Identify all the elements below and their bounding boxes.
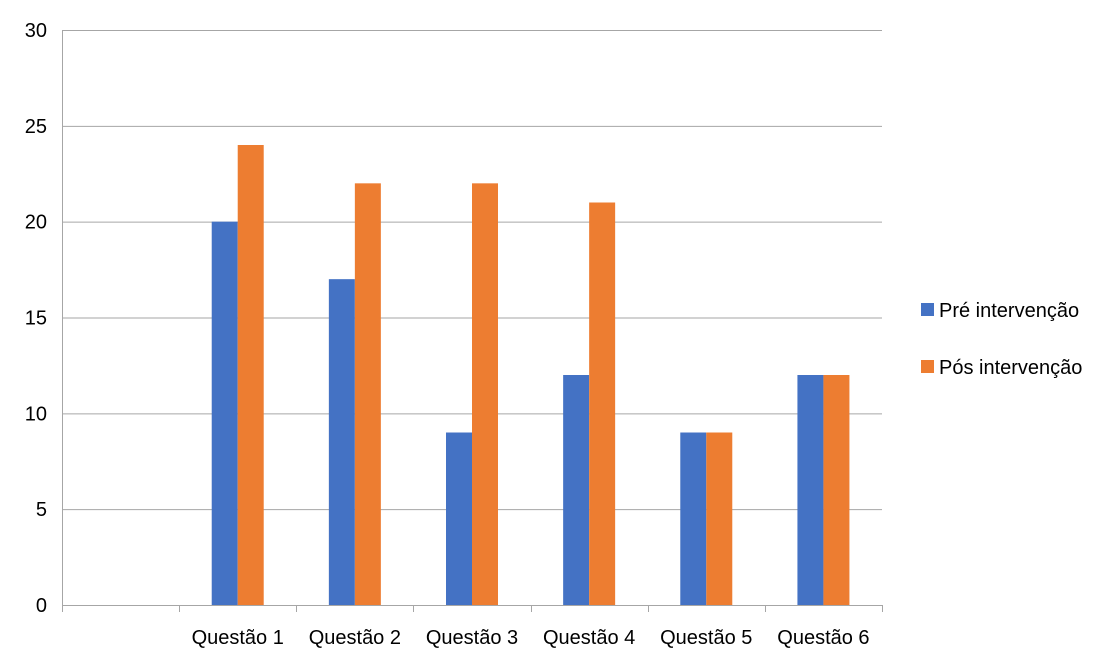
y-tick-label: 25 xyxy=(25,116,47,138)
bar-pre-3 xyxy=(446,432,472,605)
bar-pre-5 xyxy=(680,432,707,605)
x-tick-labels: Questão 1 Questão 2 Questão 3 Questão 4 Ques… xyxy=(192,627,870,649)
y-tick-labels: 0 5 10 15 20 25 30 xyxy=(25,20,47,617)
legend-label-pre: Pré intervenção xyxy=(939,300,1079,322)
legend-swatch-pos xyxy=(921,360,934,373)
bar-pos-1 xyxy=(237,145,264,605)
x-tick-label: Questão 4 xyxy=(543,627,635,648)
y-tick-label: 10 xyxy=(25,403,47,425)
x-tick-label: Questão 2 xyxy=(309,627,401,648)
x-tick-label: Questão 1 xyxy=(192,627,284,648)
bar-pre-1 xyxy=(211,221,238,605)
x-tick-label: Questão 3 xyxy=(426,627,518,648)
bar-pos-4 xyxy=(589,202,616,605)
y-tick-label: 0 xyxy=(36,595,47,617)
y-tick-label: 5 xyxy=(36,499,47,521)
legend: Pré intervenção Pós intervenção xyxy=(921,300,1082,379)
bar-pre-6 xyxy=(797,375,824,605)
bar-pos-3 xyxy=(472,183,498,606)
y-tick-label: 20 xyxy=(25,212,47,234)
bar-pre-4 xyxy=(563,375,590,605)
bar-pos-6 xyxy=(823,375,850,605)
bar-pos-2 xyxy=(354,183,381,606)
axes xyxy=(62,30,883,612)
y-tick-label: 15 xyxy=(25,308,47,330)
bar-pre-2 xyxy=(328,279,355,605)
x-tick-label: Questão 5 xyxy=(660,627,752,648)
legend-label-pos: Pós intervenção xyxy=(939,357,1082,379)
bars xyxy=(211,145,850,606)
legend-swatch-pre xyxy=(921,303,934,316)
x-tick-label: Questão 6 xyxy=(777,627,869,648)
bar-pos-5 xyxy=(706,432,733,605)
y-tick-label: 30 xyxy=(25,20,47,42)
